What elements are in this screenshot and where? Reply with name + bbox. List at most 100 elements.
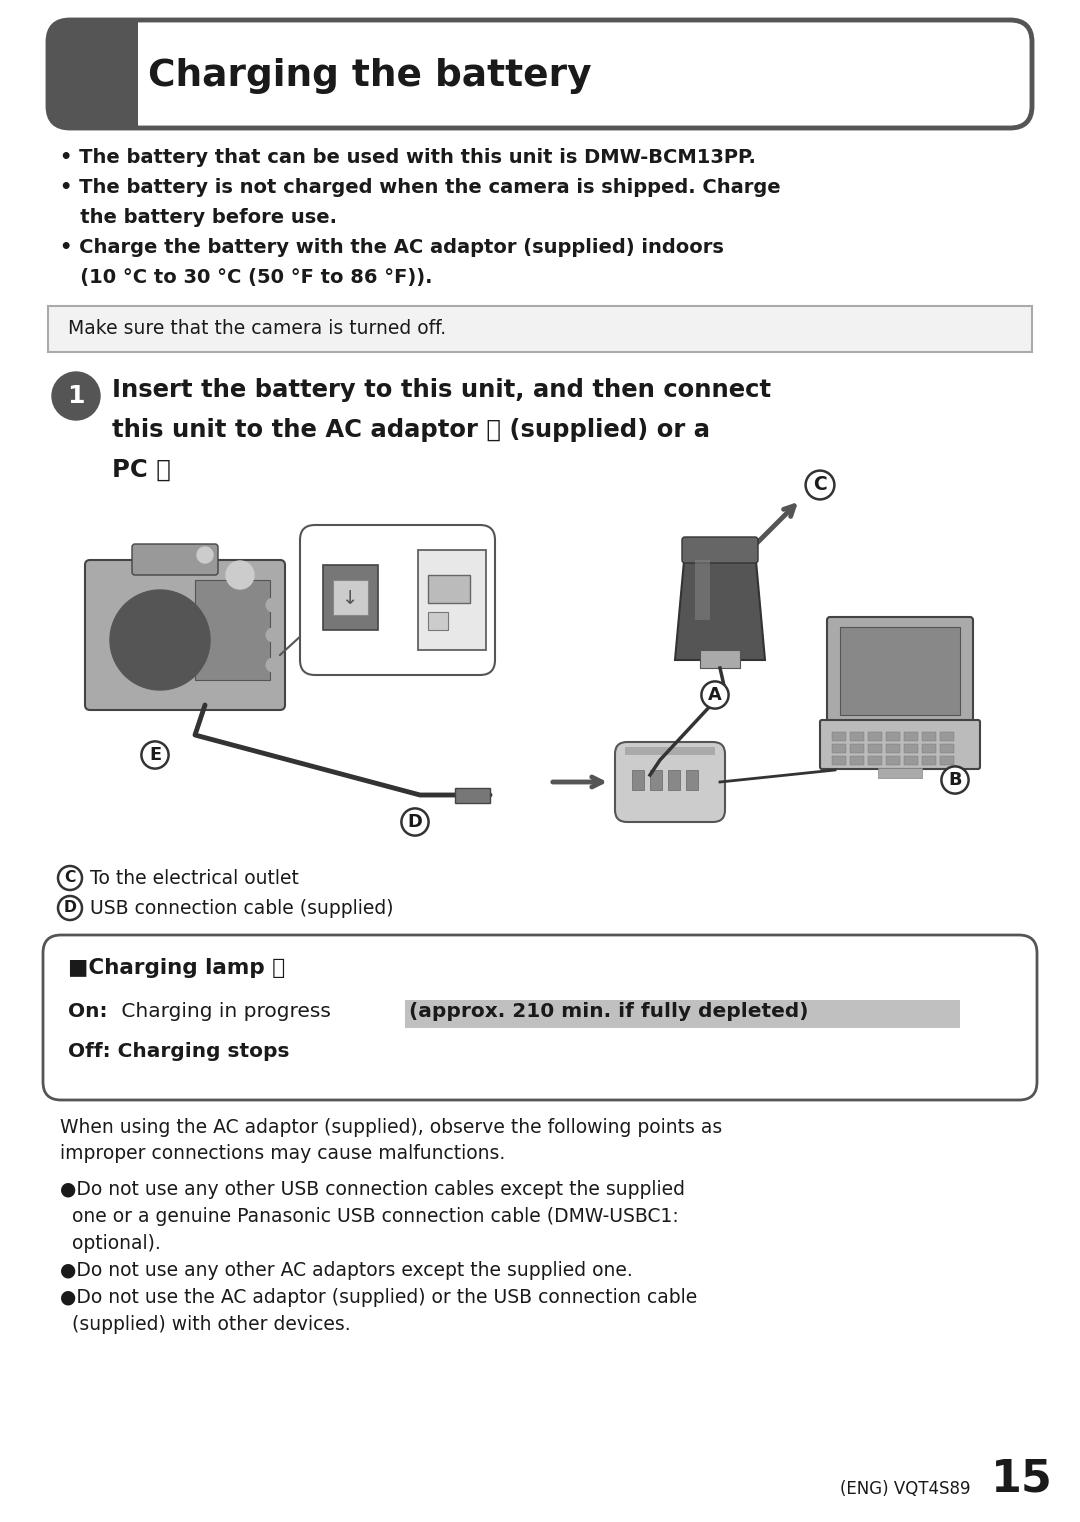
FancyBboxPatch shape (85, 560, 285, 709)
Bar (405, 1000, 960, 1027)
Circle shape (266, 598, 280, 612)
Text: ↓: ↓ (341, 589, 359, 607)
FancyBboxPatch shape (132, 543, 218, 575)
Bar (832, 732, 846, 741)
Bar (904, 756, 918, 766)
Text: When using the AC adaptor (supplied), observe the following points as: When using the AC adaptor (supplied), ob… (60, 1119, 723, 1137)
Bar (650, 770, 662, 790)
Bar (323, 565, 378, 630)
Bar (940, 756, 954, 766)
Bar (455, 788, 490, 804)
Circle shape (58, 896, 82, 919)
Bar (686, 770, 698, 790)
Text: • The battery is not charged when the camera is shipped. Charge: • The battery is not charged when the ca… (60, 178, 781, 196)
Text: D: D (64, 901, 77, 916)
Text: USB connection cable (supplied): USB connection cable (supplied) (90, 898, 393, 918)
FancyBboxPatch shape (615, 743, 725, 822)
Circle shape (141, 622, 178, 658)
FancyBboxPatch shape (681, 537, 758, 563)
Bar (832, 744, 846, 753)
Text: ●Do not use any other USB connection cables except the supplied: ●Do not use any other USB connection cab… (60, 1180, 685, 1199)
Bar (940, 732, 954, 741)
Bar (878, 769, 922, 778)
Text: On:: On: (68, 1001, 108, 1021)
FancyBboxPatch shape (48, 20, 1032, 128)
Circle shape (52, 371, 100, 420)
Text: the battery before use.: the battery before use. (60, 209, 337, 227)
Circle shape (266, 629, 280, 642)
Text: D: D (407, 813, 422, 831)
Text: (approx. 210 min. if fully depleted): (approx. 210 min. if fully depleted) (409, 1001, 809, 1021)
Bar (922, 744, 936, 753)
Text: (ENG) VQT4S89: (ENG) VQT4S89 (840, 1479, 971, 1498)
Text: optional).: optional). (60, 1234, 161, 1253)
Text: B: B (948, 772, 962, 788)
Bar (922, 732, 936, 741)
Bar (868, 756, 882, 766)
Bar (886, 744, 900, 753)
Text: ■Charging lamp Ⓔ: ■Charging lamp Ⓔ (68, 957, 285, 979)
Circle shape (132, 612, 188, 668)
Circle shape (942, 767, 969, 793)
Text: ●Do not use the AC adaptor (supplied) or the USB connection cable: ●Do not use the AC adaptor (supplied) or… (60, 1288, 698, 1307)
Circle shape (120, 600, 200, 680)
Bar (832, 756, 846, 766)
Bar (669, 770, 680, 790)
Bar (922, 756, 936, 766)
Text: PC Ⓑ: PC Ⓑ (112, 458, 171, 482)
Text: Make sure that the camera is turned off.: Make sure that the camera is turned off. (68, 320, 446, 338)
Bar (850, 744, 864, 753)
Text: one or a genuine Panasonic USB connection cable (DMW-USBC1:: one or a genuine Panasonic USB connectio… (60, 1207, 678, 1227)
Text: C: C (64, 871, 76, 886)
Bar (904, 744, 918, 753)
Bar (418, 549, 486, 650)
Bar (700, 650, 740, 668)
Bar (850, 756, 864, 766)
FancyBboxPatch shape (827, 616, 973, 728)
Bar (428, 612, 448, 630)
Text: (10 °C to 30 °C (50 °F to 86 °F)).: (10 °C to 30 °C (50 °F to 86 °F)). (60, 268, 432, 288)
FancyBboxPatch shape (48, 306, 1032, 352)
Bar (940, 744, 954, 753)
Bar (840, 627, 960, 715)
Text: 15: 15 (991, 1457, 1053, 1501)
Bar (625, 747, 715, 755)
Bar (904, 732, 918, 741)
Circle shape (701, 682, 729, 709)
FancyBboxPatch shape (43, 935, 1037, 1100)
Bar (696, 560, 710, 619)
Bar (886, 732, 900, 741)
Text: E: E (149, 746, 161, 764)
Bar (868, 732, 882, 741)
Text: improper connections may cause malfunctions.: improper connections may cause malfuncti… (60, 1145, 505, 1163)
Bar (632, 770, 644, 790)
Bar (100, 21, 138, 126)
Text: Insert the battery to this unit, and then connect: Insert the battery to this unit, and the… (112, 377, 771, 402)
Text: this unit to the AC adaptor Ⓐ (supplied) or a: this unit to the AC adaptor Ⓐ (supplied)… (112, 419, 710, 441)
Text: C: C (813, 475, 827, 495)
Bar (886, 756, 900, 766)
Circle shape (141, 741, 168, 769)
Text: • The battery that can be used with this unit is DMW-BCM13PP.: • The battery that can be used with this… (60, 148, 756, 167)
FancyBboxPatch shape (48, 20, 136, 128)
FancyBboxPatch shape (820, 720, 980, 769)
Circle shape (226, 562, 254, 589)
Circle shape (806, 470, 835, 499)
Text: 1: 1 (67, 384, 84, 408)
Text: Charging in progress: Charging in progress (114, 1001, 337, 1021)
FancyBboxPatch shape (300, 525, 495, 674)
Circle shape (402, 808, 429, 836)
Text: To the electrical outlet: To the electrical outlet (90, 869, 299, 887)
Text: Charging the battery: Charging the battery (148, 58, 592, 94)
Text: (supplied) with other devices.: (supplied) with other devices. (60, 1315, 351, 1333)
Circle shape (266, 658, 280, 673)
Circle shape (58, 866, 82, 890)
Text: • Charge the battery with the AC adaptor (supplied) indoors: • Charge the battery with the AC adaptor… (60, 237, 724, 257)
Text: A: A (708, 686, 721, 705)
Bar (850, 732, 864, 741)
Text: ●Do not use any other AC adaptors except the supplied one.: ●Do not use any other AC adaptors except… (60, 1262, 633, 1280)
Text: Off: Charging stops: Off: Charging stops (68, 1043, 289, 1061)
Circle shape (110, 591, 210, 689)
Bar (428, 575, 470, 603)
Bar (333, 580, 368, 615)
